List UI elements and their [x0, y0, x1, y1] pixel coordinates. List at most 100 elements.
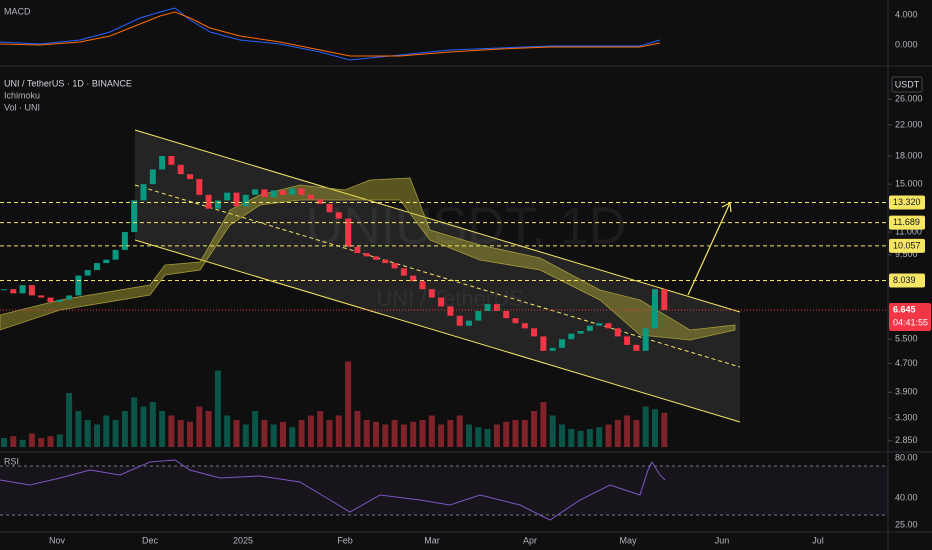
volume-bar: [382, 424, 389, 447]
y-tick-label: 11.000: [895, 226, 922, 236]
candle: [373, 256, 379, 260]
candle: [652, 289, 658, 329]
candle: [354, 246, 361, 254]
candle: [56, 299, 63, 302]
candle: [559, 339, 565, 348]
volume-bar: [103, 415, 110, 447]
volume-bar: [47, 436, 54, 447]
time-label: 2025: [233, 535, 253, 545]
candle: [149, 169, 156, 185]
volume-bar: [419, 420, 426, 447]
volume-bar: [642, 406, 649, 447]
volume-bar: [345, 361, 352, 447]
volume-bar: [447, 420, 454, 447]
volume-bar: [577, 430, 584, 447]
level-label: 13.320: [893, 197, 921, 207]
candle: [549, 347, 556, 351]
candle: [391, 263, 398, 269]
volume-bar: [363, 420, 370, 447]
volume-bar: [205, 411, 212, 447]
candle: [187, 174, 193, 180]
candle: [326, 203, 333, 213]
candle: [19, 285, 26, 294]
channel-lower: [134, 239, 741, 423]
volume-bar: [559, 424, 565, 447]
volume-bar: [168, 415, 175, 447]
candle: [466, 320, 472, 326]
candle: [261, 189, 268, 198]
candle: [540, 336, 547, 351]
candle: [438, 297, 445, 307]
currency: USDT: [895, 79, 920, 89]
volume-bar: [214, 370, 221, 447]
candle: [596, 323, 603, 326]
macd-line: [0, 7, 661, 61]
candle: [484, 304, 491, 312]
currency-box: [891, 76, 923, 93]
volume-bar: [540, 402, 547, 447]
volume-bar: [373, 421, 379, 447]
candle: [298, 188, 305, 195]
volume-bar: [549, 415, 556, 447]
candle: [410, 275, 417, 282]
volume-bar: [400, 424, 407, 447]
y-tick-label: 3.900: [895, 387, 918, 397]
level-tag: [889, 238, 925, 253]
candle: [624, 336, 631, 345]
volume-bar: [112, 420, 119, 447]
volume-bar: [289, 427, 296, 447]
candle: [224, 192, 231, 201]
candle: [233, 192, 240, 207]
candle: [475, 311, 482, 321]
y-tick-label: 9.500: [895, 249, 918, 259]
volume-bar: [56, 434, 63, 447]
candle: [503, 311, 510, 319]
y-tick-label: 4.700: [895, 358, 918, 368]
volume-bar: [493, 424, 500, 447]
candle: [605, 323, 612, 329]
volume-bar: [354, 411, 361, 447]
volume-bar: [280, 421, 286, 447]
last-price-label: 6.645: [893, 304, 916, 314]
candle: [242, 194, 249, 207]
volume-bar: [233, 420, 240, 447]
volume-bar: [438, 424, 445, 447]
candle: [75, 275, 82, 296]
volume-bar: [187, 421, 193, 447]
volume-bar: [568, 429, 575, 447]
y-tick-label: 22.000: [895, 119, 923, 129]
volume-bar: [410, 421, 417, 447]
volume-bar: [140, 406, 147, 447]
macd-title: MACD: [4, 6, 31, 16]
candle: [168, 155, 175, 165]
candle: [456, 315, 463, 326]
volume-bar: [252, 411, 259, 447]
countdown: 04:41:55: [893, 317, 928, 327]
arrow-line: [687, 202, 731, 296]
candle: [317, 199, 324, 204]
volume-bar: [28, 433, 35, 447]
time-label: May: [619, 535, 637, 545]
candle: [568, 333, 575, 340]
candle: [214, 200, 221, 209]
volume-bar: [503, 421, 510, 447]
level-tag: [889, 215, 925, 230]
volume-bar: [624, 415, 631, 447]
time-label: Nov: [49, 535, 66, 545]
volume-bar: [335, 415, 342, 447]
ichimoku-cloud: [0, 177, 736, 341]
volume-bar: [84, 420, 91, 447]
level-tag: [889, 273, 925, 288]
volume-bar: [605, 424, 612, 447]
level-label: 11.689: [893, 217, 920, 227]
volume-bar: [531, 411, 538, 447]
level-label: 10.057: [893, 240, 921, 250]
candle: [577, 330, 584, 334]
volume-bar: [317, 411, 324, 447]
candle: [633, 344, 640, 351]
indicator-ichimoku: Ichimoku: [4, 90, 40, 100]
volume-bar: [196, 406, 203, 447]
time-label: Jul: [812, 535, 824, 545]
candle: [66, 295, 73, 300]
